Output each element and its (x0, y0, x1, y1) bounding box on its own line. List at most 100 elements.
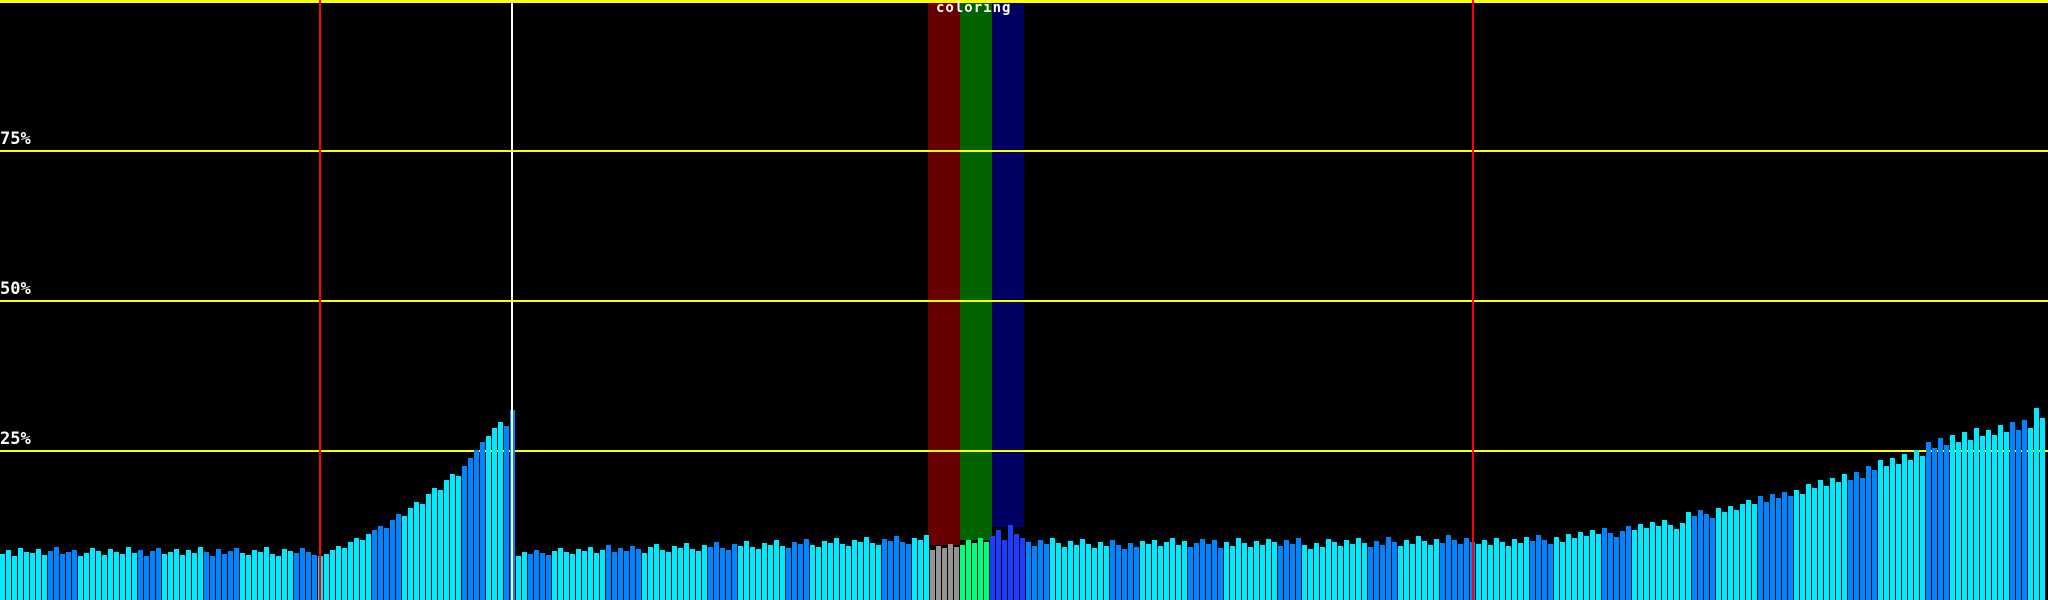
bar (1590, 530, 1595, 600)
bar (1926, 442, 1931, 600)
bar (84, 553, 89, 600)
bar (1836, 482, 1841, 600)
bar (1080, 539, 1085, 600)
bar (102, 555, 107, 600)
bar (1056, 543, 1061, 600)
bar (1188, 547, 1193, 600)
bar (1254, 541, 1259, 600)
bar (1548, 544, 1553, 600)
bar (1050, 538, 1055, 600)
bar (1800, 494, 1805, 600)
bar (342, 548, 347, 600)
bar (336, 546, 341, 600)
bar (162, 554, 167, 600)
bar (252, 550, 257, 600)
bar (1596, 534, 1601, 600)
bar (480, 442, 485, 600)
bar (1902, 454, 1907, 600)
bar (888, 541, 893, 600)
bar (150, 551, 155, 600)
bar (1110, 540, 1115, 600)
bar (1974, 428, 1979, 600)
bar (906, 544, 911, 600)
coloring-band-blue (992, 3, 1024, 527)
bar (1722, 512, 1727, 600)
bar (702, 545, 707, 600)
bar (186, 550, 191, 600)
bar (1068, 541, 1073, 600)
bar (1182, 541, 1187, 600)
bar (96, 551, 101, 600)
bar (1536, 535, 1541, 600)
bar (924, 535, 929, 600)
bar (600, 550, 605, 600)
bar (462, 466, 467, 600)
bar (930, 550, 935, 600)
bar (1464, 538, 1469, 600)
bar (1236, 538, 1241, 600)
bar (1086, 544, 1091, 600)
bar (552, 551, 557, 600)
bar (1242, 543, 1247, 600)
bar (1434, 539, 1439, 600)
bar (192, 553, 197, 600)
bar (1686, 512, 1691, 600)
bar (1008, 525, 1013, 600)
bar (132, 553, 137, 600)
bar (222, 554, 227, 600)
bar (294, 553, 299, 600)
bar (1392, 542, 1397, 600)
bar (612, 552, 617, 600)
bar (1572, 538, 1577, 600)
gridline-top (0, 0, 2048, 3)
bar (684, 543, 689, 600)
bar (72, 550, 77, 600)
bar (12, 556, 17, 600)
bar (1446, 535, 1451, 600)
bar (1710, 518, 1715, 600)
gridline-300 (0, 300, 2048, 302)
bar (1404, 540, 1409, 600)
bar (1146, 544, 1151, 600)
bar (1530, 541, 1535, 600)
bar (894, 536, 899, 600)
bar (1932, 448, 1937, 600)
bar (1794, 490, 1799, 600)
bar (234, 548, 239, 600)
bar (1338, 546, 1343, 600)
bar (444, 480, 449, 600)
marker-line-red-1 (319, 0, 321, 600)
bar (1746, 500, 1751, 600)
bar (624, 551, 629, 600)
bar (726, 550, 731, 600)
bar (366, 534, 371, 600)
bar (936, 546, 941, 600)
bar (1206, 544, 1211, 600)
bar (1752, 504, 1757, 600)
bar (654, 544, 659, 600)
bar (1158, 546, 1163, 600)
bar (1716, 508, 1721, 600)
bar (438, 490, 443, 600)
bar (378, 526, 383, 600)
bar (1374, 541, 1379, 600)
bar (408, 508, 413, 600)
bar (1290, 544, 1295, 600)
bar (264, 547, 269, 600)
bar (288, 551, 293, 600)
bar (1608, 533, 1613, 600)
bar (414, 502, 419, 600)
bar (270, 554, 275, 600)
bar (42, 555, 47, 600)
bar (648, 547, 653, 600)
bar (1986, 430, 1991, 600)
bar (1482, 540, 1487, 600)
bar (2010, 422, 2015, 600)
bar (594, 553, 599, 600)
bar (48, 551, 53, 600)
bar (672, 546, 677, 600)
bar (324, 554, 329, 600)
bar (1038, 540, 1043, 600)
bar (426, 494, 431, 600)
